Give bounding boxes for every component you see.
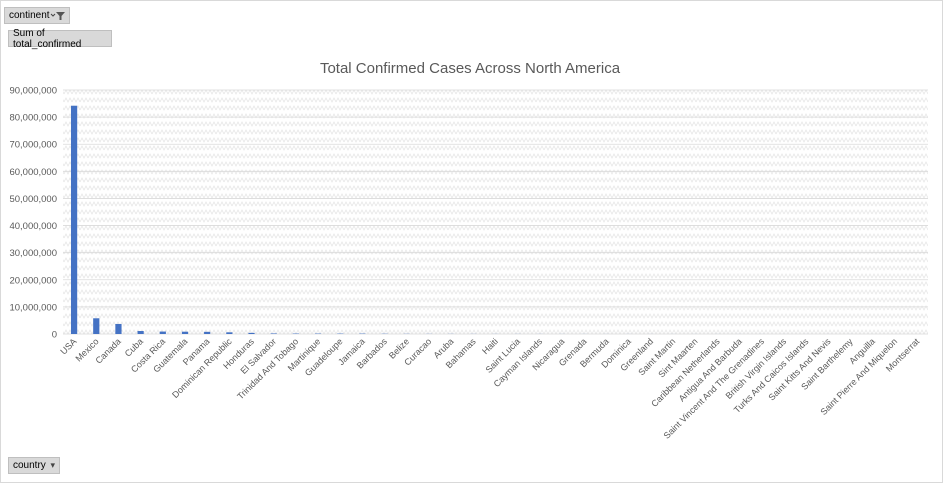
continent-filter-button[interactable]: continent: [4, 7, 70, 24]
value-field-label: Sum of total_confirmed: [13, 27, 82, 50]
bar: [248, 332, 255, 334]
country-axis-button[interactable]: country ▾: [8, 457, 60, 474]
bar: [137, 331, 144, 334]
y-tick-label: 30,000,000: [9, 248, 57, 259]
bar: [204, 331, 211, 334]
y-tick-label: 40,000,000: [9, 221, 57, 232]
plot-area: [63, 90, 928, 334]
y-tick-label: 20,000,000: [9, 275, 57, 286]
country-axis-label: country: [13, 460, 46, 471]
chart-title: Total Confirmed Cases Across North Ameri…: [320, 60, 621, 77]
filter-icon: [50, 11, 66, 21]
bar: [226, 332, 233, 334]
value-field-button[interactable]: Sum of total_confirmed: [8, 27, 112, 50]
continent-filter-label: continent: [9, 10, 50, 21]
y-tick-label: 50,000,000: [9, 194, 57, 205]
bar: [159, 331, 166, 334]
bar: [93, 318, 100, 334]
dropdown-arrow-icon: ▾: [50, 460, 55, 470]
y-tick-label: 0: [52, 330, 57, 341]
y-tick-label: 90,000,000: [9, 86, 57, 97]
bar: [181, 331, 189, 334]
bar: [270, 333, 277, 334]
y-tick-label: 60,000,000: [9, 167, 57, 178]
bar: [115, 323, 122, 334]
bar: [70, 105, 78, 334]
y-tick-label: 10,000,000: [9, 302, 57, 313]
y-tick-label: 70,000,000: [9, 140, 57, 151]
y-tick-label: 80,000,000: [9, 113, 57, 124]
